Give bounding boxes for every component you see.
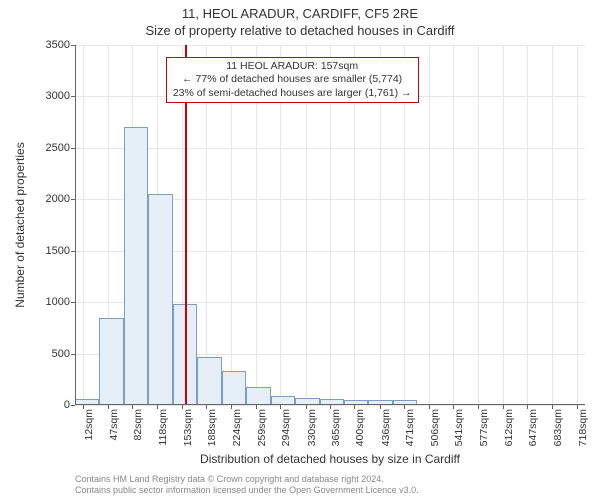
y-tick-label: 500 — [52, 348, 70, 360]
x-tick-label: 12sqm — [83, 405, 95, 441]
gridline-v — [478, 45, 479, 405]
plot-area: 12sqm47sqm82sqm118sqm153sqm188sqm224sqm2… — [75, 45, 585, 405]
chart-container: 11, HEOL ARADUR, CARDIFF, CF5 2RE Size o… — [0, 0, 600, 500]
x-tick-label: 647sqm — [527, 405, 539, 446]
x-tick-label: 188sqm — [206, 405, 218, 446]
gridline-v — [552, 45, 553, 405]
x-tick-label: 718sqm — [577, 405, 589, 446]
x-tick-label: 471sqm — [404, 405, 416, 446]
x-tick-label: 577sqm — [478, 405, 490, 446]
credits-line-1: Contains HM Land Registry data © Crown c… — [75, 474, 588, 485]
x-tick-label: 294sqm — [280, 405, 292, 446]
gridline-v — [503, 45, 504, 405]
x-axis-spine — [75, 404, 585, 405]
x-tick-label: 330sqm — [306, 405, 318, 446]
page-title: 11, HEOL ARADUR, CARDIFF, CF5 2RE — [0, 6, 600, 21]
annotation-line-1: 11 HEOL ARADUR: 157sqm — [173, 60, 412, 73]
credits: Contains HM Land Registry data © Crown c… — [75, 474, 588, 496]
y-tick-label: 3000 — [46, 90, 70, 102]
x-tick-label: 153sqm — [182, 405, 194, 446]
y-tick-label: 0 — [64, 399, 70, 411]
x-tick-label: 118sqm — [157, 405, 169, 446]
y-tick-label: 1000 — [46, 296, 70, 308]
x-axis-label: Distribution of detached houses by size … — [75, 452, 585, 466]
x-tick-label: 82sqm — [132, 405, 144, 441]
gridline-v — [453, 45, 454, 405]
x-tick-label: 506sqm — [429, 405, 441, 446]
histogram-bar — [222, 371, 246, 405]
histogram-bar — [246, 387, 270, 406]
gridline-v — [577, 45, 578, 405]
x-tick-label: 400sqm — [354, 405, 366, 446]
histogram-bar — [197, 357, 221, 405]
annotation-line-3: 23% of semi-detached houses are larger (… — [173, 87, 412, 100]
marker-annotation: 11 HEOL ARADUR: 157sqm← 77% of detached … — [166, 57, 419, 102]
y-tick-label: 3500 — [46, 39, 70, 51]
y-axis-spine — [75, 45, 76, 405]
gridline-v — [83, 45, 84, 405]
y-tick-mark — [71, 405, 75, 406]
gridline-v — [429, 45, 430, 405]
y-tick-label: 2500 — [46, 142, 70, 154]
x-tick-label: 259sqm — [256, 405, 268, 446]
annotation-line-2: ← 77% of detached houses are smaller (5,… — [173, 73, 412, 86]
page-subtitle: Size of property relative to detached ho… — [0, 23, 600, 38]
histogram-bar — [124, 127, 148, 405]
credits-line-2: Contains public sector information licen… — [75, 485, 588, 496]
gridline-v — [527, 45, 528, 405]
histogram-bar — [148, 194, 172, 405]
x-tick-label: 683sqm — [552, 405, 564, 446]
histogram-bar — [99, 318, 123, 405]
y-axis-label: Number of detached properties — [13, 142, 27, 307]
y-tick-label: 1500 — [46, 245, 70, 257]
x-tick-label: 47sqm — [108, 405, 120, 441]
x-tick-label: 436sqm — [380, 405, 392, 446]
x-tick-label: 612sqm — [503, 405, 515, 446]
x-tick-label: 365sqm — [330, 405, 342, 446]
x-tick-label: 541sqm — [453, 405, 465, 446]
plot-inner: 12sqm47sqm82sqm118sqm153sqm188sqm224sqm2… — [75, 45, 585, 405]
x-tick-label: 224sqm — [231, 405, 243, 446]
y-tick-label: 2000 — [46, 193, 70, 205]
